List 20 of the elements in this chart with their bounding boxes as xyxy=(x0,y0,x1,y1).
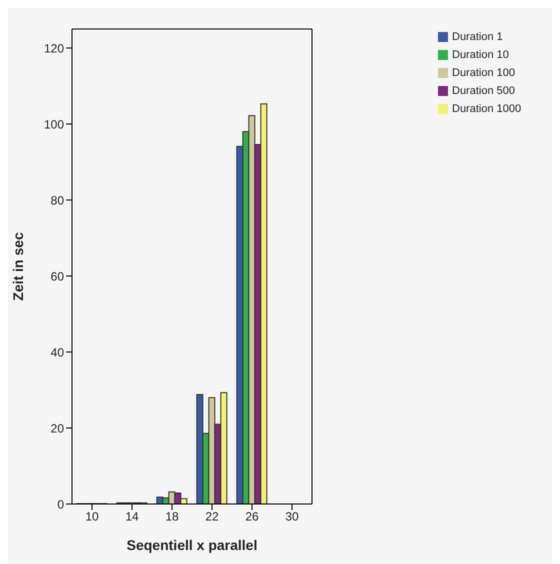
x-tick-label: 14 xyxy=(125,510,139,524)
y-tick-label: 0 xyxy=(57,497,64,512)
y-tick-label: 60 xyxy=(50,269,64,284)
y-axis-title: Zeit in sec xyxy=(10,232,26,301)
legend-label: Duration 1 xyxy=(452,31,503,43)
x-tick-label: 10 xyxy=(85,510,99,524)
x-tick-label: 26 xyxy=(245,510,259,524)
y-tick-label: 100 xyxy=(44,117,64,132)
legend-label: Duration 10 xyxy=(452,49,509,61)
y-tick-label: 20 xyxy=(50,421,64,436)
y-tick-label: 120 xyxy=(44,41,64,56)
x-axis-title: Seqentiell x parallel xyxy=(126,537,258,553)
x-tick-label: 22 xyxy=(205,510,219,524)
y-tick-label: 80 xyxy=(50,193,64,208)
y-tick-label: 40 xyxy=(50,345,64,360)
legend-label: Duration 100 xyxy=(452,67,515,79)
legend-label: Duration 500 xyxy=(452,85,515,97)
legend-label: Duration 1000 xyxy=(452,103,522,115)
x-tick-label: 18 xyxy=(165,510,179,524)
x-tick-label: 30 xyxy=(285,510,299,524)
